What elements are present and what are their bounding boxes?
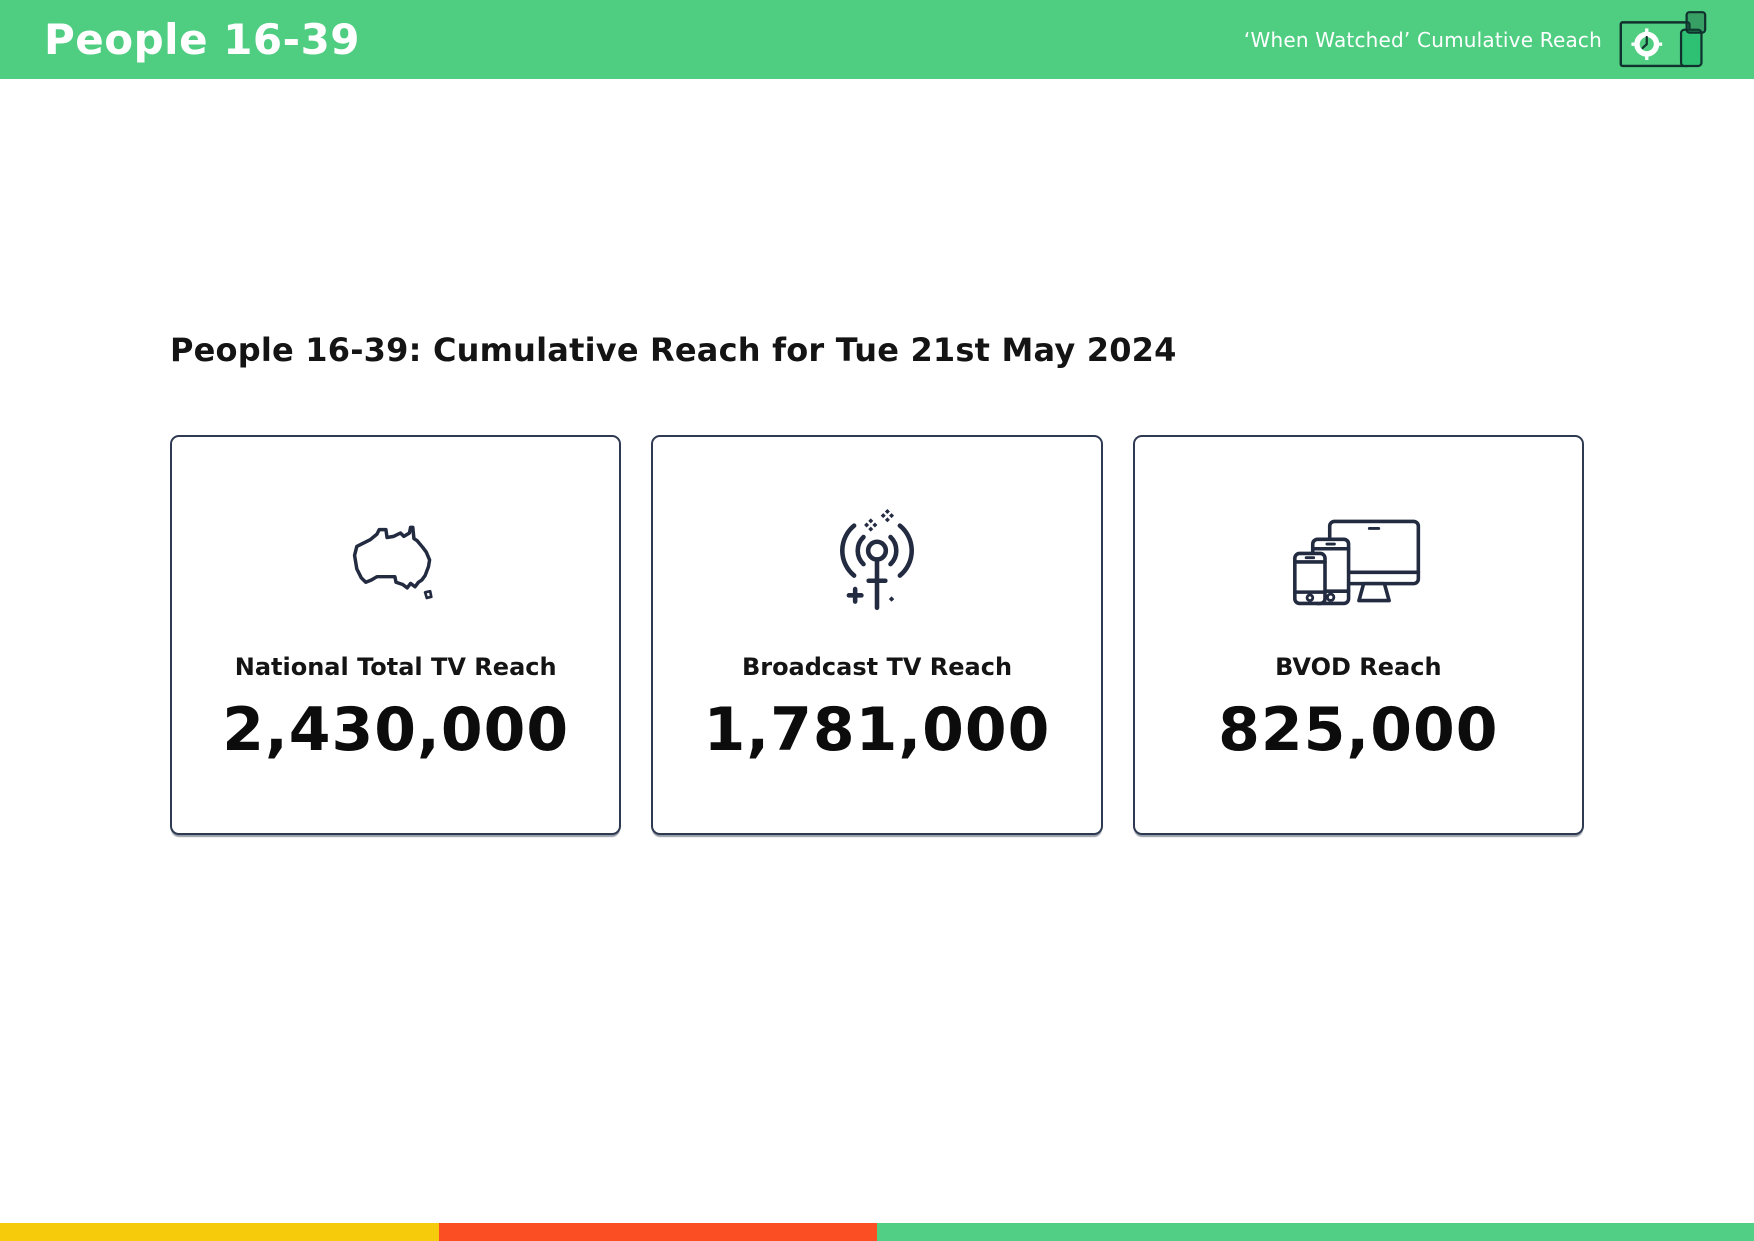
footer-yellow-segment: [0, 1223, 439, 1241]
card-value: 825,000: [1218, 695, 1499, 765]
kpi-cards-row: National Total TV Reach 2,430,000: [170, 435, 1584, 835]
card-value: 2,430,000: [222, 695, 570, 765]
australia-map-icon: [340, 507, 452, 615]
section-heading: People 16-39: Cumulative Reach for Tue 2…: [170, 331, 1177, 369]
card-label: Broadcast TV Reach: [741, 653, 1013, 681]
broadcast-antenna-icon: [825, 507, 929, 615]
card-broadcast-tv-reach: Broadcast TV Reach 1,781,000: [651, 435, 1103, 835]
card-label: National Total TV Reach: [234, 653, 557, 681]
card-label: BVOD Reach: [1275, 653, 1442, 681]
clock-tv-and-phone-logo-icon: [1618, 6, 1720, 74]
card-national-total-tv-reach: National Total TV Reach 2,430,000: [170, 435, 622, 835]
card-bvod-reach: BVOD Reach 825,000: [1132, 435, 1584, 835]
footer-color-bar: [0, 1223, 1754, 1241]
footer-green-segment: [877, 1223, 1754, 1241]
footer-red-segment: [438, 1223, 877, 1241]
header-bar: People 16-39 ‘When Watched’ Cumulative R…: [0, 0, 1754, 79]
devices-icon: [1292, 507, 1424, 615]
card-value: 1,781,000: [703, 695, 1051, 765]
page-title: People 16-39: [44, 15, 361, 64]
header-subtitle: ‘When Watched’ Cumulative Reach: [1243, 27, 1602, 52]
main-content: People 16-39: Cumulative Reach for Tue 2…: [0, 331, 1754, 835]
